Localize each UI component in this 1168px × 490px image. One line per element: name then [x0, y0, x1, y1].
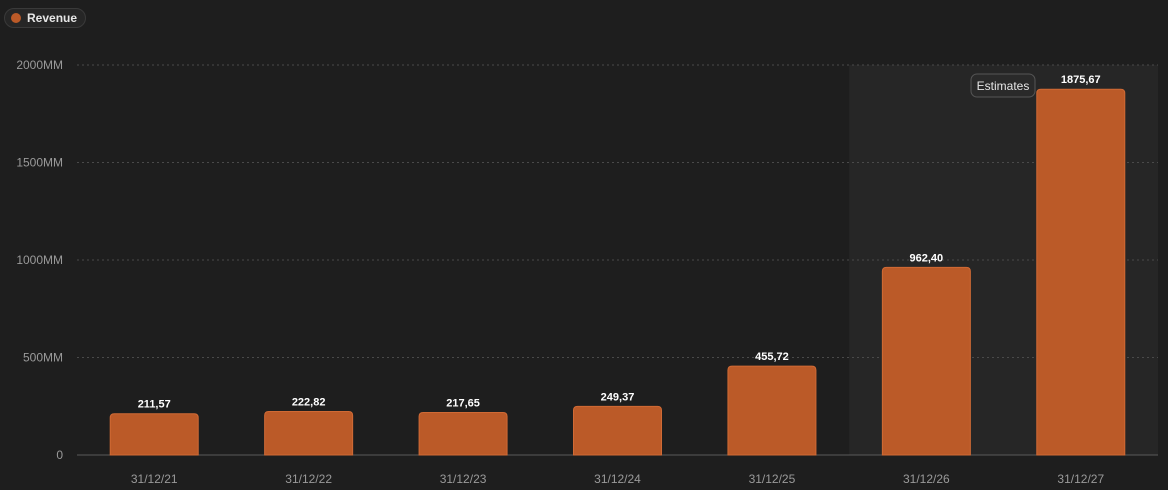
x-tick-label: 31/12/22 — [285, 472, 332, 486]
y-tick-label: 1500MM — [16, 156, 63, 170]
data-label: 962,40 — [910, 252, 944, 264]
bar — [881, 266, 971, 456]
legend-label: Revenue — [27, 11, 78, 25]
estimates-label: Estimates — [977, 79, 1030, 93]
bar — [418, 412, 508, 456]
data-label: 222,82 — [292, 397, 326, 409]
bar — [727, 365, 817, 456]
y-tick-label: 500MM — [23, 351, 63, 365]
y-tick-label: 0 — [56, 448, 63, 462]
legend-item-revenue[interactable]: Revenue — [4, 8, 87, 28]
x-tick-label: 31/12/21 — [131, 472, 178, 486]
bar — [573, 405, 662, 456]
legend-swatch — [11, 13, 21, 23]
data-label: 1875,67 — [1061, 74, 1101, 86]
x-tick-label: 31/12/23 — [440, 472, 487, 486]
y-tick-label: 2000MM — [16, 58, 63, 72]
data-label: 249,37 — [601, 391, 635, 403]
y-tick-label: 1000MM — [16, 253, 63, 267]
bar — [1036, 88, 1126, 456]
bar — [109, 413, 199, 456]
x-tick-label: 31/12/25 — [749, 472, 796, 486]
data-label: 217,65 — [446, 398, 480, 410]
data-label: 211,57 — [138, 399, 171, 411]
x-tick-label: 31/12/26 — [903, 472, 950, 486]
bar — [264, 411, 354, 456]
data-label: 455,72 — [755, 351, 789, 363]
x-tick-label: 31/12/24 — [594, 472, 641, 486]
estimates-badge — [970, 73, 1036, 98]
x-tick-label: 31/12/27 — [1057, 472, 1104, 486]
